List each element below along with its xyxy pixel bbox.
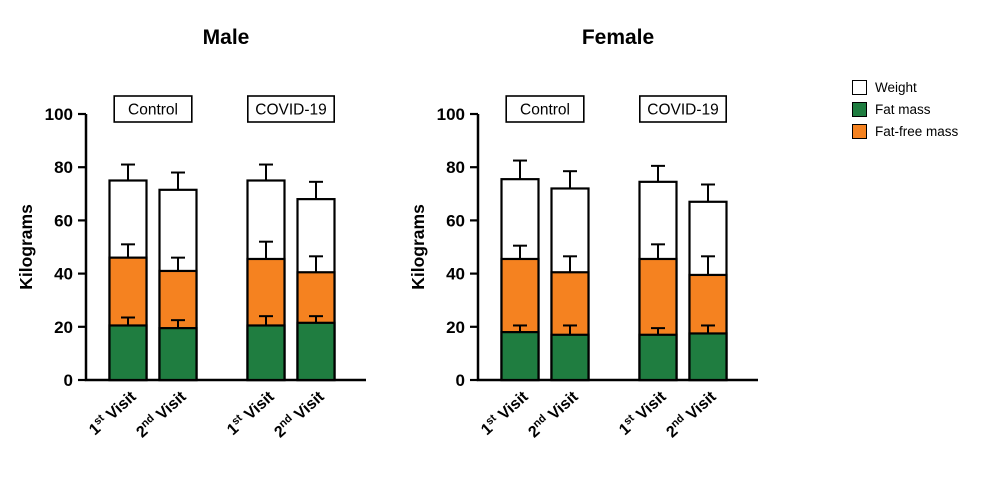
x-category-label: 2nd Visit: [132, 386, 190, 441]
x-category-label: 1st Visit: [223, 386, 278, 438]
legend-label: Fat-free mass: [875, 124, 959, 139]
bar-fat-mass: [246, 324, 286, 382]
legend-item-fat-free-mass: Fat-free mass: [852, 124, 958, 139]
x-category-label: 2nd Visit: [524, 386, 582, 441]
chart-title: Male: [203, 26, 250, 49]
legend-item-fat-mass: Fat mass: [852, 102, 958, 117]
x-category-label: 1st Visit: [85, 386, 140, 438]
x-category-label: 1st Visit: [477, 386, 532, 438]
fat-free-mass-swatch: [852, 124, 867, 139]
y-tick-label: 60: [54, 211, 73, 230]
y-tick-label: 0: [64, 371, 73, 390]
group-label-covid-19: COVID-19: [255, 102, 327, 119]
x-category-label: 2nd Visit: [662, 386, 720, 441]
weight-swatch: [852, 80, 867, 95]
bar-fat-mass: [158, 327, 198, 382]
x-category-label: 2nd Visit: [270, 386, 328, 441]
y-tick-label: 100: [437, 105, 465, 124]
y-tick-label: 0: [456, 371, 465, 390]
group-label-control: Control: [128, 102, 178, 119]
x-category-label: 1st Visit: [615, 386, 670, 438]
y-axis-label: Kilograms: [408, 204, 428, 290]
bar-fat-mass: [296, 321, 336, 382]
legend-label: Fat mass: [875, 102, 931, 117]
y-tick-label: 40: [54, 265, 73, 284]
bar-fat-mass: [688, 332, 728, 382]
y-tick-label: 60: [446, 211, 465, 230]
group-box-covid-19: [639, 95, 728, 123]
y-tick-label: 20: [446, 318, 465, 337]
group-label-covid-19: COVID-19: [647, 102, 719, 119]
bar-fat-mass: [500, 331, 540, 382]
y-axis-label: Kilograms: [16, 204, 36, 290]
bar-fat-mass: [550, 333, 590, 382]
y-tick-label: 40: [446, 265, 465, 284]
y-tick-label: 80: [446, 158, 465, 177]
y-tick-label: 80: [54, 158, 73, 177]
group-label-control: Control: [520, 102, 570, 119]
group-box-covid-19: [247, 95, 336, 123]
group-box-control: [505, 95, 585, 123]
legend: Weight Fat mass Fat-free mass: [852, 80, 958, 139]
chart-title: Female: [582, 26, 654, 49]
male-chart: Male Kilograms 0 20 40 60 80 100 Control COVID-19…: [16, 26, 366, 441]
y-tick-label: 20: [54, 318, 73, 337]
fat-mass-swatch: [852, 102, 867, 117]
female-chart: Female Kilograms 0 20 40 60 80 100 Control COVID-…: [408, 26, 758, 441]
legend-item-weight: Weight: [852, 80, 958, 95]
bar-fat-mass: [108, 324, 148, 382]
group-box-control: [113, 95, 193, 123]
bar-fat-mass: [638, 333, 678, 382]
legend-label: Weight: [875, 80, 917, 95]
y-tick-label: 100: [45, 105, 73, 124]
